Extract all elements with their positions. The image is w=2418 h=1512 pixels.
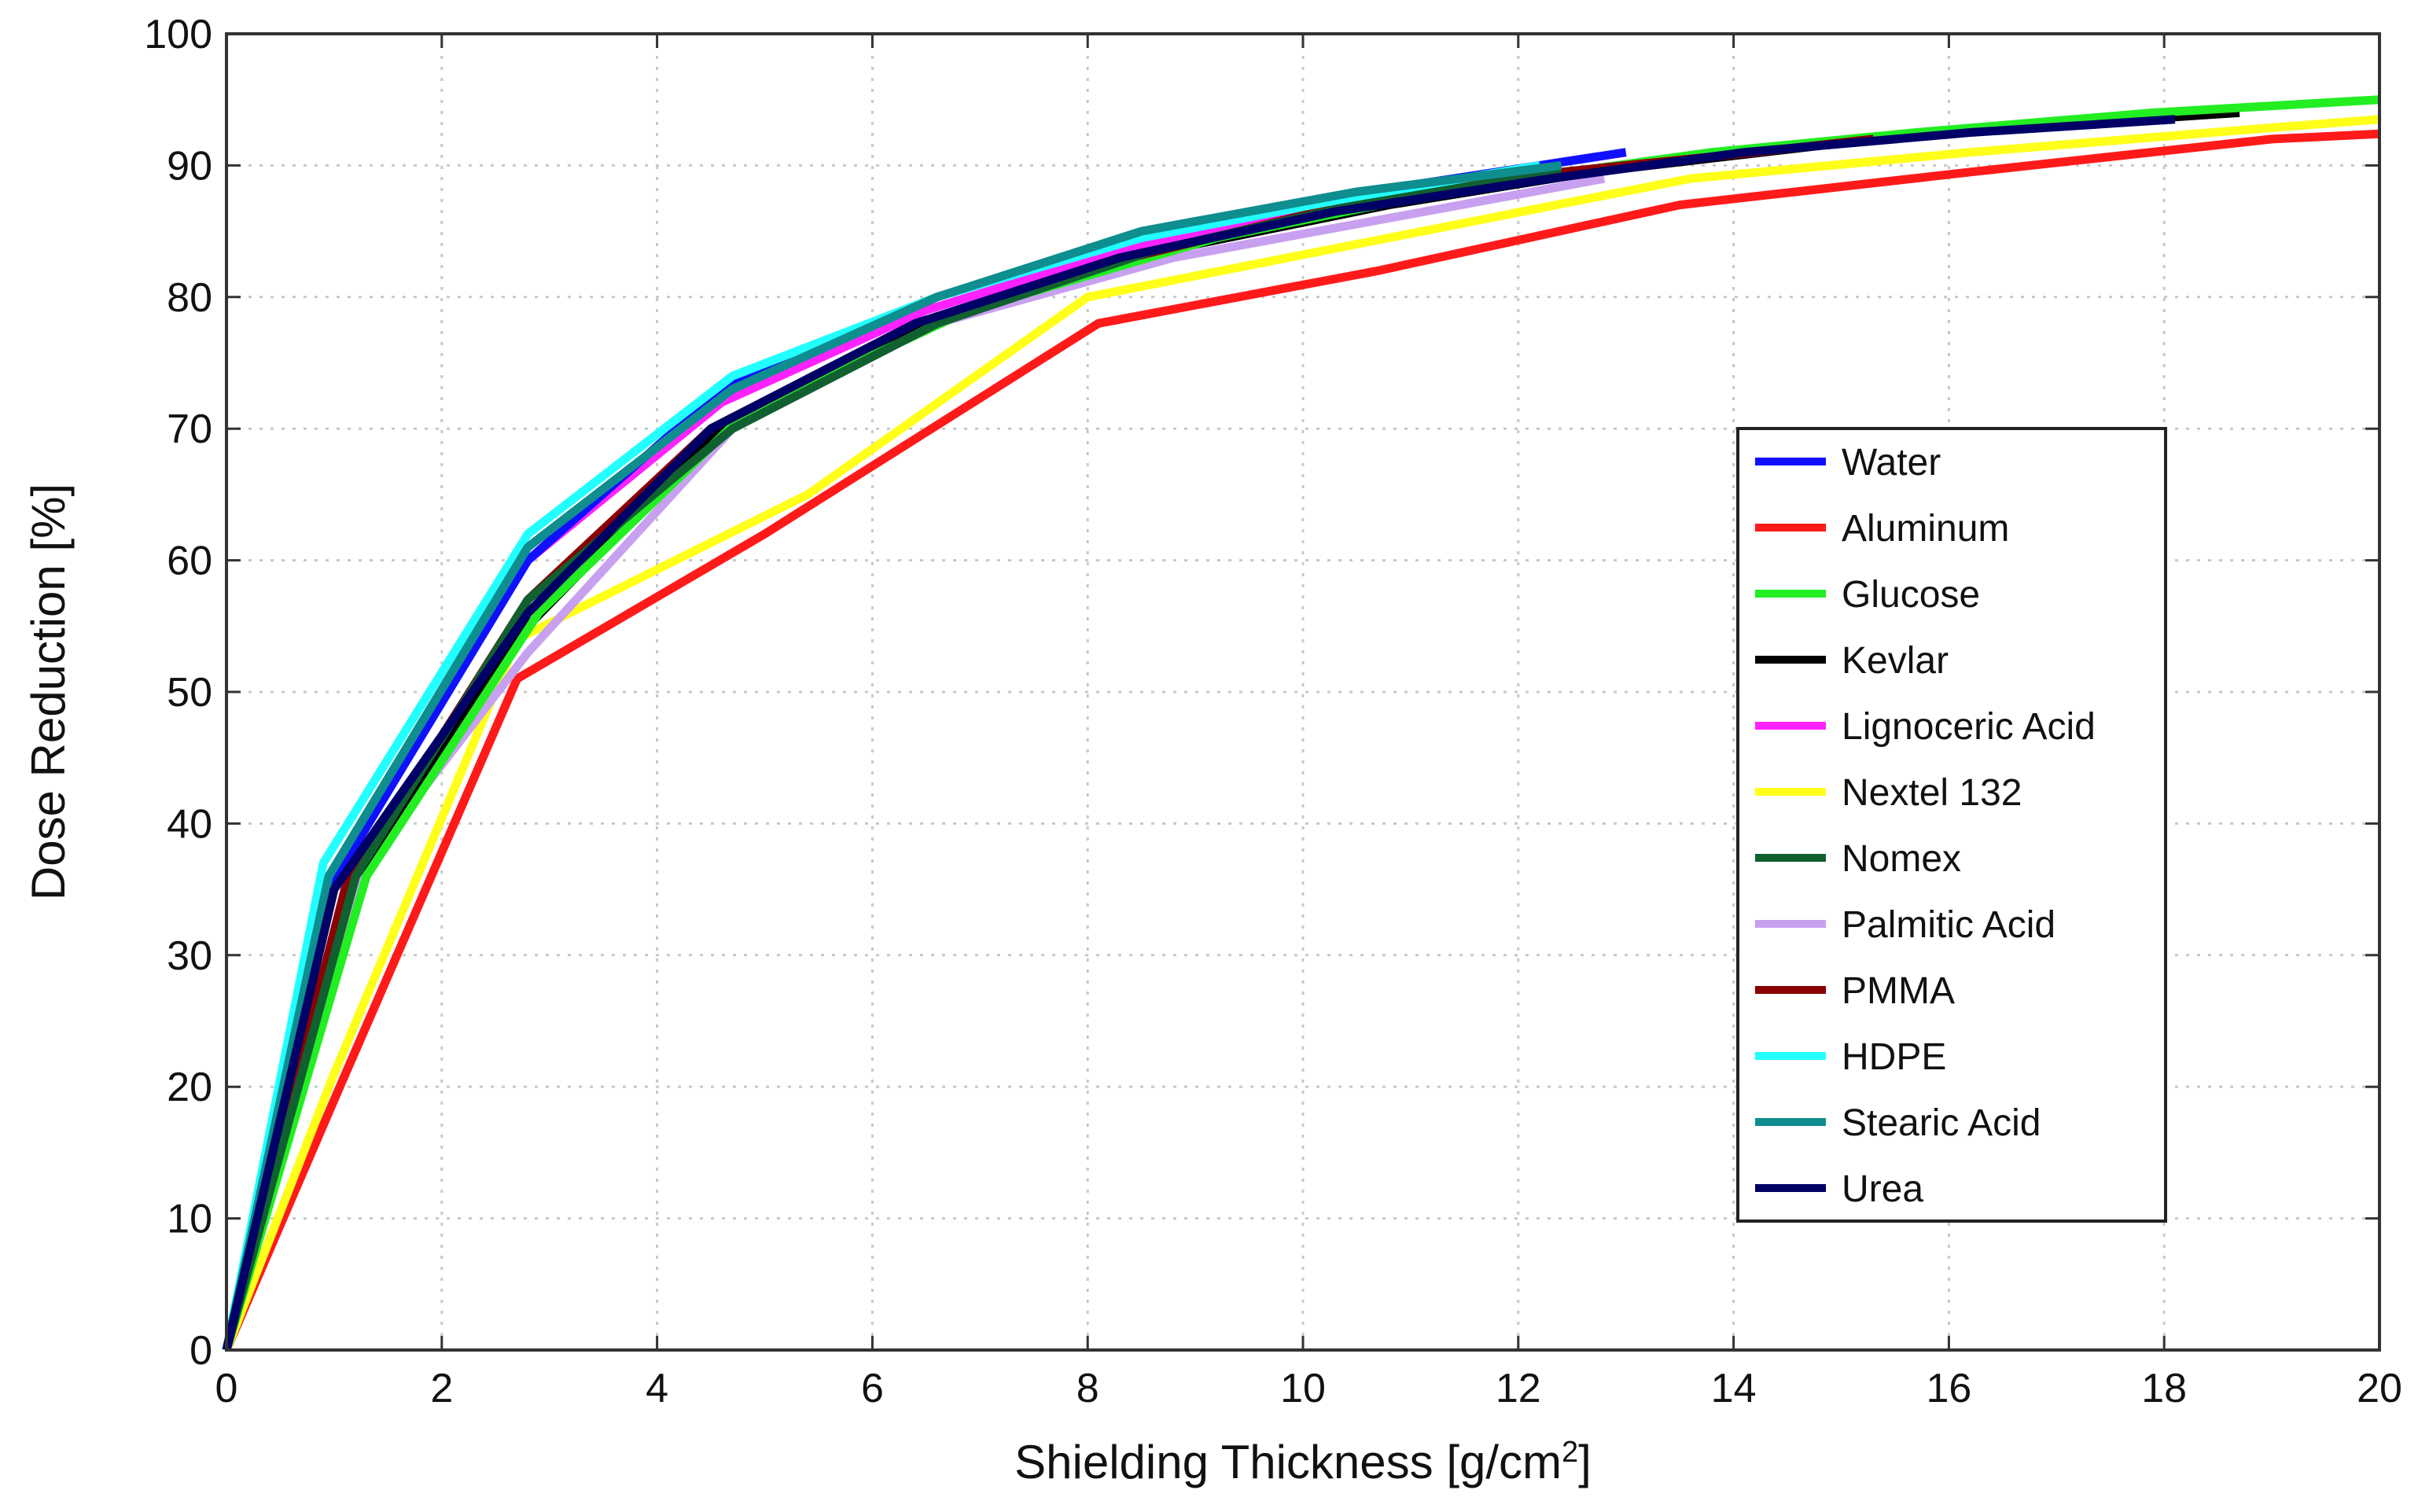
y-tick-label: 90 xyxy=(167,143,212,189)
series-line-stearic-acid xyxy=(222,160,1562,1352)
legend-label-nextel-132: Nextel 132 xyxy=(1842,772,2022,814)
legend-label-nomex: Nomex xyxy=(1842,838,1961,880)
y-tick-label: 70 xyxy=(167,407,212,452)
legend-label-palmitic-acid: Palmitic Acid xyxy=(1842,904,2055,946)
x-tick-label: 6 xyxy=(861,1366,884,1411)
legend: Water Aluminum Glucose Kevlar Lignoceric Aci… xyxy=(1736,427,2167,1223)
y-tick-label: 40 xyxy=(167,801,212,847)
x-tick-label: 8 xyxy=(1077,1366,1099,1411)
y-tick-label: 100 xyxy=(144,12,212,57)
series-line-aluminum xyxy=(222,129,2380,1352)
y-tick-label: 30 xyxy=(167,933,212,979)
x-axis-title-end: ] xyxy=(1578,1436,1592,1488)
legend-label-lignoceric-acid: Lignoceric Acid xyxy=(1842,706,2096,748)
legend-box xyxy=(1736,427,2167,1223)
series-line-hdpe xyxy=(222,160,1541,1352)
x-tick-label: 14 xyxy=(1711,1366,1757,1411)
y-axis-title: Dose Reduction [%] xyxy=(22,484,75,900)
x-tick-label: 16 xyxy=(1926,1366,1971,1411)
x-tick-label: 2 xyxy=(430,1366,453,1411)
x-tick-label: 20 xyxy=(2357,1366,2402,1411)
legend-label-water: Water xyxy=(1842,442,1941,484)
legend-label-urea: Urea xyxy=(1842,1168,1923,1210)
legend-label-glucose: Glucose xyxy=(1842,574,1980,616)
x-axis-title: Shielding Thickness [g/cm2] xyxy=(1014,1436,1592,1488)
legend-label-aluminum: Aluminum xyxy=(1842,508,2009,550)
y-tick-label: 10 xyxy=(167,1197,212,1242)
y-tick-label: 60 xyxy=(167,539,212,584)
y-tick-label: 20 xyxy=(167,1065,212,1110)
legend-label-stearic-acid: Stearic Acid xyxy=(1842,1102,2041,1144)
x-axis-title-text: Shielding Thickness [g/cm xyxy=(1014,1436,1562,1488)
legend-label-hdpe: HDPE xyxy=(1842,1036,1946,1078)
x-tick-label: 0 xyxy=(215,1366,238,1411)
legend-label-pmma: PMMA xyxy=(1842,970,1955,1012)
x-tick-label: 12 xyxy=(1496,1366,1541,1411)
x-tick-label: 18 xyxy=(2141,1366,2187,1411)
y-tick-label: 50 xyxy=(167,670,212,716)
legend-label-kevlar: Kevlar xyxy=(1842,640,1949,682)
legend-items: Water Aluminum Glucose Kevlar Lignoceric Aci… xyxy=(1755,442,2096,1210)
y-tick-label: 80 xyxy=(167,275,212,321)
x-axis-title-superscript: 2 xyxy=(1562,1436,1578,1469)
axis-ticks: 0 2 4 6 8 10 12 14 16 18 20 0 10 20 30 40 50 60 70 80 90 100 xyxy=(144,12,2402,1411)
series-line-urea xyxy=(222,115,2176,1352)
x-tick-label: 4 xyxy=(646,1366,668,1411)
series-line-nextel-132 xyxy=(222,115,2380,1352)
y-tick-label: 0 xyxy=(190,1328,212,1374)
x-tick-label: 10 xyxy=(1280,1366,1326,1411)
series-lines xyxy=(222,95,2380,1352)
